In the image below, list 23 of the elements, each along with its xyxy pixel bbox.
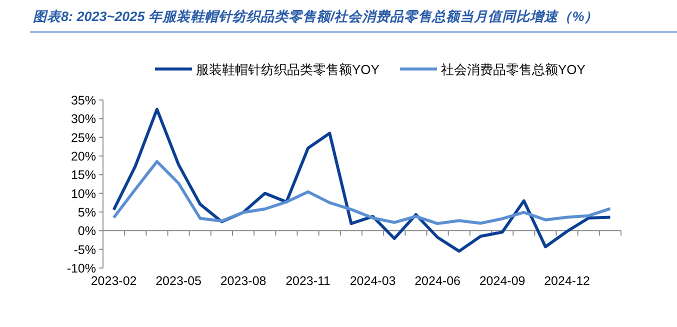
- y-tick-label: -10%: [66, 262, 96, 276]
- x-tick-label: 2023-08: [220, 274, 266, 288]
- chart-title: 图表8: 2023~2025 年服装鞋帽针纺织品类零售额/社会消费品零售总额当月值同比增速（%）: [33, 9, 598, 24]
- line-series: [112, 160, 612, 226]
- y-tick-label: 20%: [70, 150, 96, 164]
- legend-label: 服装鞋帽针纺织品类零售额YOY: [196, 62, 380, 77]
- x-tick-label: 2024-12: [544, 274, 590, 288]
- x-tick-label: 2023-02: [90, 274, 137, 288]
- y-tick-label: 5%: [78, 206, 96, 220]
- y-tick-label: 25%: [70, 130, 96, 145]
- y-tick-label: -5%: [74, 242, 96, 257]
- y-tick-label: 35%: [70, 94, 96, 108]
- y-tick-label: 0%: [78, 224, 96, 238]
- x-tick-label: 2023-11: [286, 274, 331, 288]
- y-tick-label: 15%: [70, 168, 96, 182]
- x-tick-label: 2024-09: [479, 274, 526, 288]
- x-tick-label: 2024-06: [414, 274, 461, 288]
- x-tick-label: 2023-05: [156, 274, 202, 288]
- y-tick-label: 30%: [70, 112, 96, 126]
- legend-label: 社会消费品零售总额YOY: [441, 62, 586, 77]
- x-tick-label: 2024-03: [350, 274, 396, 288]
- line-series: [112, 108, 612, 253]
- y-tick-label: 10%: [70, 186, 96, 201]
